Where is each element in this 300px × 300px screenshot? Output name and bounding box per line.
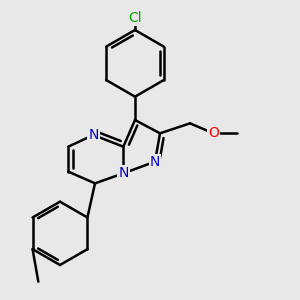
Text: N: N — [88, 128, 98, 142]
Text: Cl: Cl — [128, 11, 142, 25]
Text: N: N — [150, 155, 160, 169]
Text: N: N — [118, 166, 128, 180]
Text: O: O — [208, 126, 219, 140]
